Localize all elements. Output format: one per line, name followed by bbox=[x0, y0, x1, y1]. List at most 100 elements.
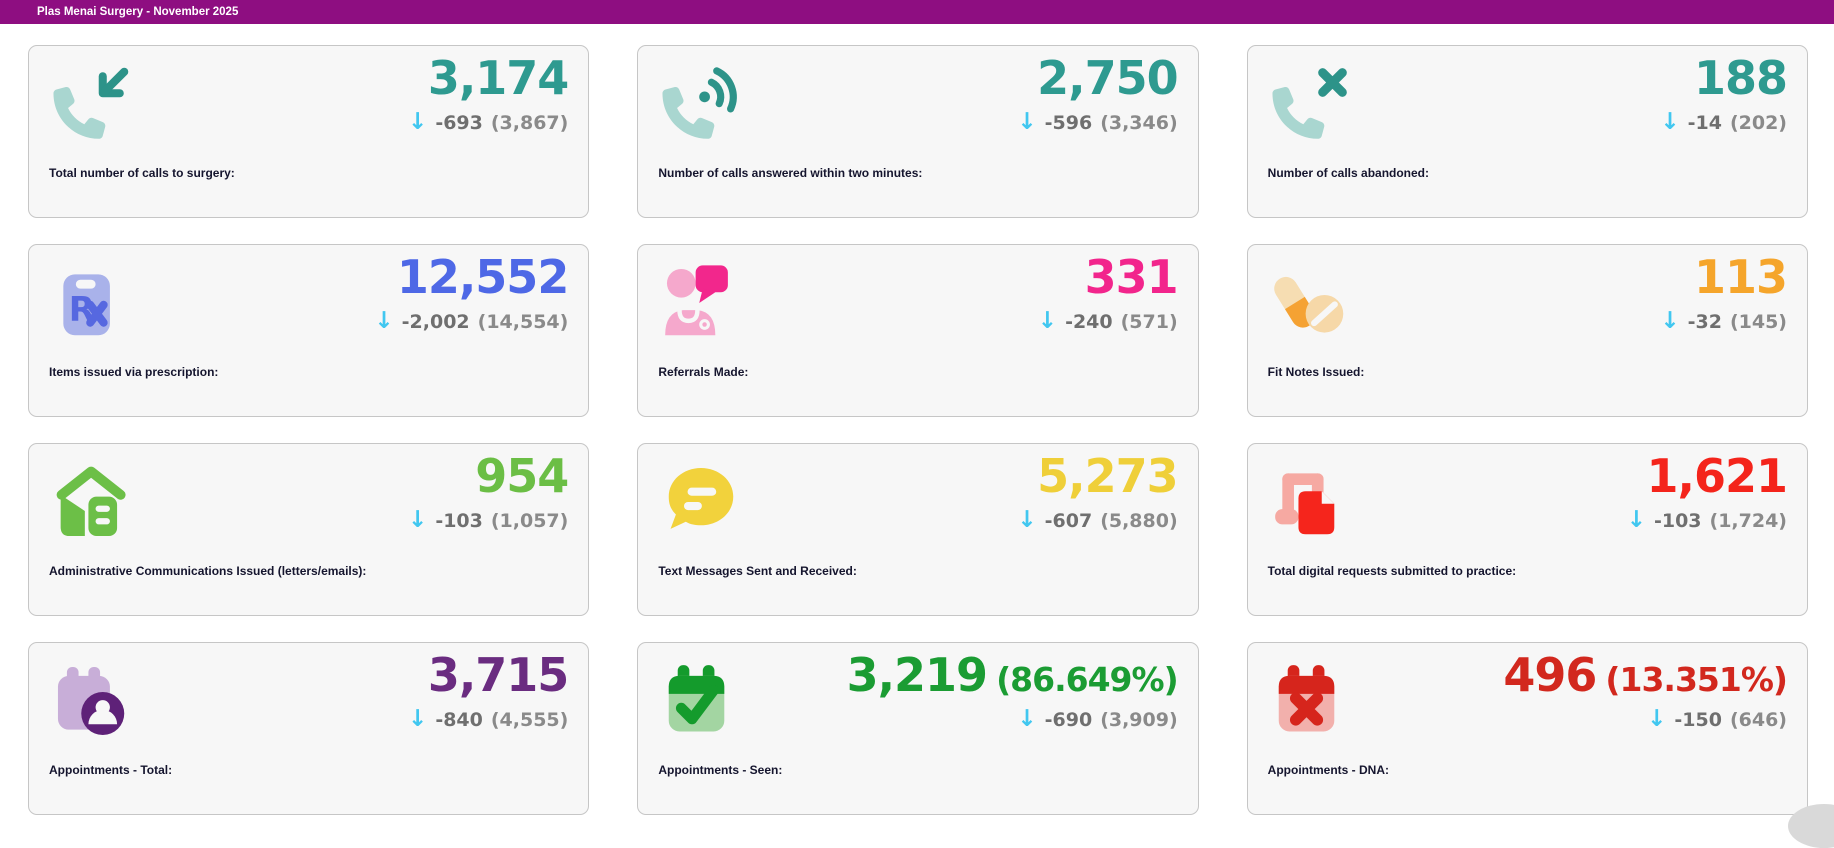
stat-card-text-messages: 5,273 ↓ -607 (5,880) Text Messages Sent an… bbox=[637, 443, 1199, 616]
card-metrics: 2,750 ↓ -596 (3,346) bbox=[1017, 55, 1178, 135]
down-arrow-icon: ↓ bbox=[1017, 706, 1037, 732]
stat-card-calls-total: 3,174 ↓ -693 (3,867) Total number of calls… bbox=[28, 45, 590, 218]
delta-value: -607 bbox=[1044, 509, 1093, 532]
stat-card-digital-requests: 1,621 ↓ -103 (1,724) Total digital request… bbox=[1246, 443, 1808, 616]
stat-value: 496 bbox=[1503, 648, 1597, 702]
down-arrow-icon: ↓ bbox=[374, 308, 394, 334]
delta-value: -150 bbox=[1674, 708, 1722, 731]
stat-card-fit-notes: 113 ↓ -32 (145) Fit Notes Issued: bbox=[1246, 244, 1808, 417]
calendar-check-icon bbox=[669, 665, 725, 732]
down-arrow-icon: ↓ bbox=[1660, 308, 1680, 334]
phone-answered-icon bbox=[662, 67, 738, 139]
delta-value: -14 bbox=[1687, 111, 1722, 134]
previous-value: (3,346) bbox=[1100, 111, 1178, 134]
delta-value: -840 bbox=[435, 708, 483, 731]
card-metrics: 3,174 ↓ -693 (3,867) bbox=[408, 55, 569, 135]
previous-value: (571) bbox=[1120, 310, 1178, 333]
prescription-icon: R bbox=[63, 274, 110, 336]
delta-value: -693 bbox=[435, 111, 483, 134]
down-arrow-icon: ↓ bbox=[1037, 308, 1058, 334]
stat-percent: (13.351%) bbox=[1605, 660, 1788, 699]
card-metrics: 3,219 (86.649%) ↓ -690 (3,909) bbox=[847, 652, 1179, 732]
stat-label: Referrals Made: bbox=[658, 365, 749, 379]
previous-value: (1,724) bbox=[1709, 509, 1787, 532]
stat-value: 188 bbox=[1693, 51, 1788, 105]
delta-value: -32 bbox=[1687, 310, 1722, 333]
stat-label: Total number of calls to surgery: bbox=[49, 166, 235, 180]
delta-value: -690 bbox=[1044, 708, 1093, 731]
stat-label: Text Messages Sent and Received: bbox=[658, 564, 857, 578]
delta-value: -103 bbox=[435, 509, 483, 532]
previous-value: (145) bbox=[1729, 310, 1787, 333]
delta-value: -2,002 bbox=[401, 310, 470, 333]
down-arrow-icon: ↓ bbox=[1647, 706, 1667, 732]
stat-card-appointments-total: 3,715 ↓ -840 (4,555) Appointments - Total: bbox=[28, 642, 590, 815]
stat-label: Appointments - DNA: bbox=[1267, 763, 1389, 777]
stat-value: 113 bbox=[1693, 250, 1788, 304]
previous-value: (5,880) bbox=[1100, 509, 1178, 532]
admin-communications-icon bbox=[56, 466, 126, 537]
down-arrow-icon: ↓ bbox=[1017, 109, 1037, 135]
stat-value: 3,219 bbox=[846, 648, 989, 702]
card-metrics: 113 ↓ -32 (145) bbox=[1660, 254, 1788, 334]
down-arrow-icon: ↓ bbox=[1626, 507, 1646, 533]
stat-value: 12,552 bbox=[396, 250, 570, 304]
text-message-icon bbox=[669, 467, 734, 529]
stat-label: Total digital requests submitted to prac… bbox=[1267, 564, 1517, 578]
previous-value: (14,554) bbox=[477, 310, 569, 333]
stat-card-calls-abandoned: 188 ↓ -14 (202) Number of calls abandoned: bbox=[1246, 45, 1808, 218]
stat-value: 2,750 bbox=[1037, 51, 1179, 105]
stat-value: 1,621 bbox=[1646, 449, 1788, 503]
card-metrics: 331 ↓ -240 (571) bbox=[1037, 254, 1179, 334]
card-metrics: 188 ↓ -14 (202) bbox=[1660, 55, 1788, 135]
previous-value: (4,555) bbox=[490, 708, 569, 731]
delta-value: -103 bbox=[1653, 509, 1702, 532]
pills-icon bbox=[1273, 276, 1343, 333]
stat-card-referrals: 331 ↓ -240 (571) Referrals Made: bbox=[637, 244, 1199, 417]
delta-value: -596 bbox=[1044, 111, 1093, 134]
stat-value: 3,715 bbox=[427, 648, 570, 702]
stat-card-admin-communications: 954 ↓ -103 (1,057) Administrative Communic… bbox=[28, 443, 590, 616]
stat-value: 954 bbox=[475, 449, 569, 503]
previous-value: (646) bbox=[1729, 708, 1787, 731]
stat-card-grid: 3,174 ↓ -693 (3,867) Total number of calls… bbox=[0, 24, 1834, 815]
stat-label: Items issued via prescription: bbox=[49, 365, 219, 379]
stat-label: Number of calls answered within two minu… bbox=[658, 166, 923, 180]
stat-label: Administrative Communications Issued (le… bbox=[49, 564, 367, 578]
report-header: Plas Menai Surgery - November 2025 bbox=[0, 0, 1834, 24]
digital-request-icon bbox=[1274, 473, 1334, 535]
card-metrics: 12,552 ↓ -2,002 (14,554) bbox=[374, 254, 569, 334]
card-metrics: 1,621 ↓ -103 (1,724) bbox=[1626, 453, 1788, 533]
card-metrics: 954 ↓ -103 (1,057) bbox=[408, 453, 569, 533]
stat-label: Appointments - Seen: bbox=[658, 763, 783, 777]
stat-label: Fit Notes Issued: bbox=[1267, 365, 1365, 379]
calendar-person-icon bbox=[57, 666, 125, 736]
stat-card-appointments-seen: 3,219 (86.649%) ↓ -690 (3,909) Appointments… bbox=[637, 642, 1199, 815]
stat-percent: (86.649%) bbox=[996, 660, 1179, 699]
stat-label: Appointments - Total: bbox=[49, 763, 173, 777]
card-metrics: 5,273 ↓ -607 (5,880) bbox=[1017, 453, 1178, 533]
referral-icon bbox=[665, 265, 729, 336]
calendar-x-icon bbox=[1278, 665, 1334, 732]
page-title: Plas Menai Surgery - November 2025 bbox=[37, 6, 239, 18]
card-metrics: 3,715 ↓ -840 (4,555) bbox=[408, 652, 569, 731]
stat-card-calls-answered: 2,750 ↓ -596 (3,346) Number of calls answe… bbox=[637, 45, 1199, 218]
card-metrics: 496 (13.351%) ↓ -150 (646) bbox=[1503, 652, 1788, 732]
stat-card-appointments-dna: 496 (13.351%) ↓ -150 (646) Appointments - D… bbox=[1246, 642, 1808, 815]
down-arrow-icon: ↓ bbox=[408, 109, 428, 135]
previous-value: (1,057) bbox=[490, 509, 569, 532]
delta-value: -240 bbox=[1065, 310, 1113, 333]
down-arrow-icon: ↓ bbox=[408, 507, 428, 533]
phone-incoming-icon bbox=[53, 67, 129, 139]
phone-abandoned-icon bbox=[1272, 68, 1347, 139]
stat-value: 331 bbox=[1084, 250, 1179, 304]
stat-card-prescriptions: R 12,552 ↓ -2,002 (14,554) Items issued vi… bbox=[28, 244, 590, 417]
stat-value: 3,174 bbox=[427, 51, 570, 105]
previous-value: (202) bbox=[1729, 111, 1787, 134]
stat-value: 5,273 bbox=[1037, 449, 1179, 503]
down-arrow-icon: ↓ bbox=[1660, 109, 1680, 135]
previous-value: (3,867) bbox=[490, 111, 569, 134]
down-arrow-icon: ↓ bbox=[1017, 507, 1037, 533]
previous-value: (3,909) bbox=[1100, 708, 1178, 731]
stat-label: Number of calls abandoned: bbox=[1267, 166, 1430, 180]
